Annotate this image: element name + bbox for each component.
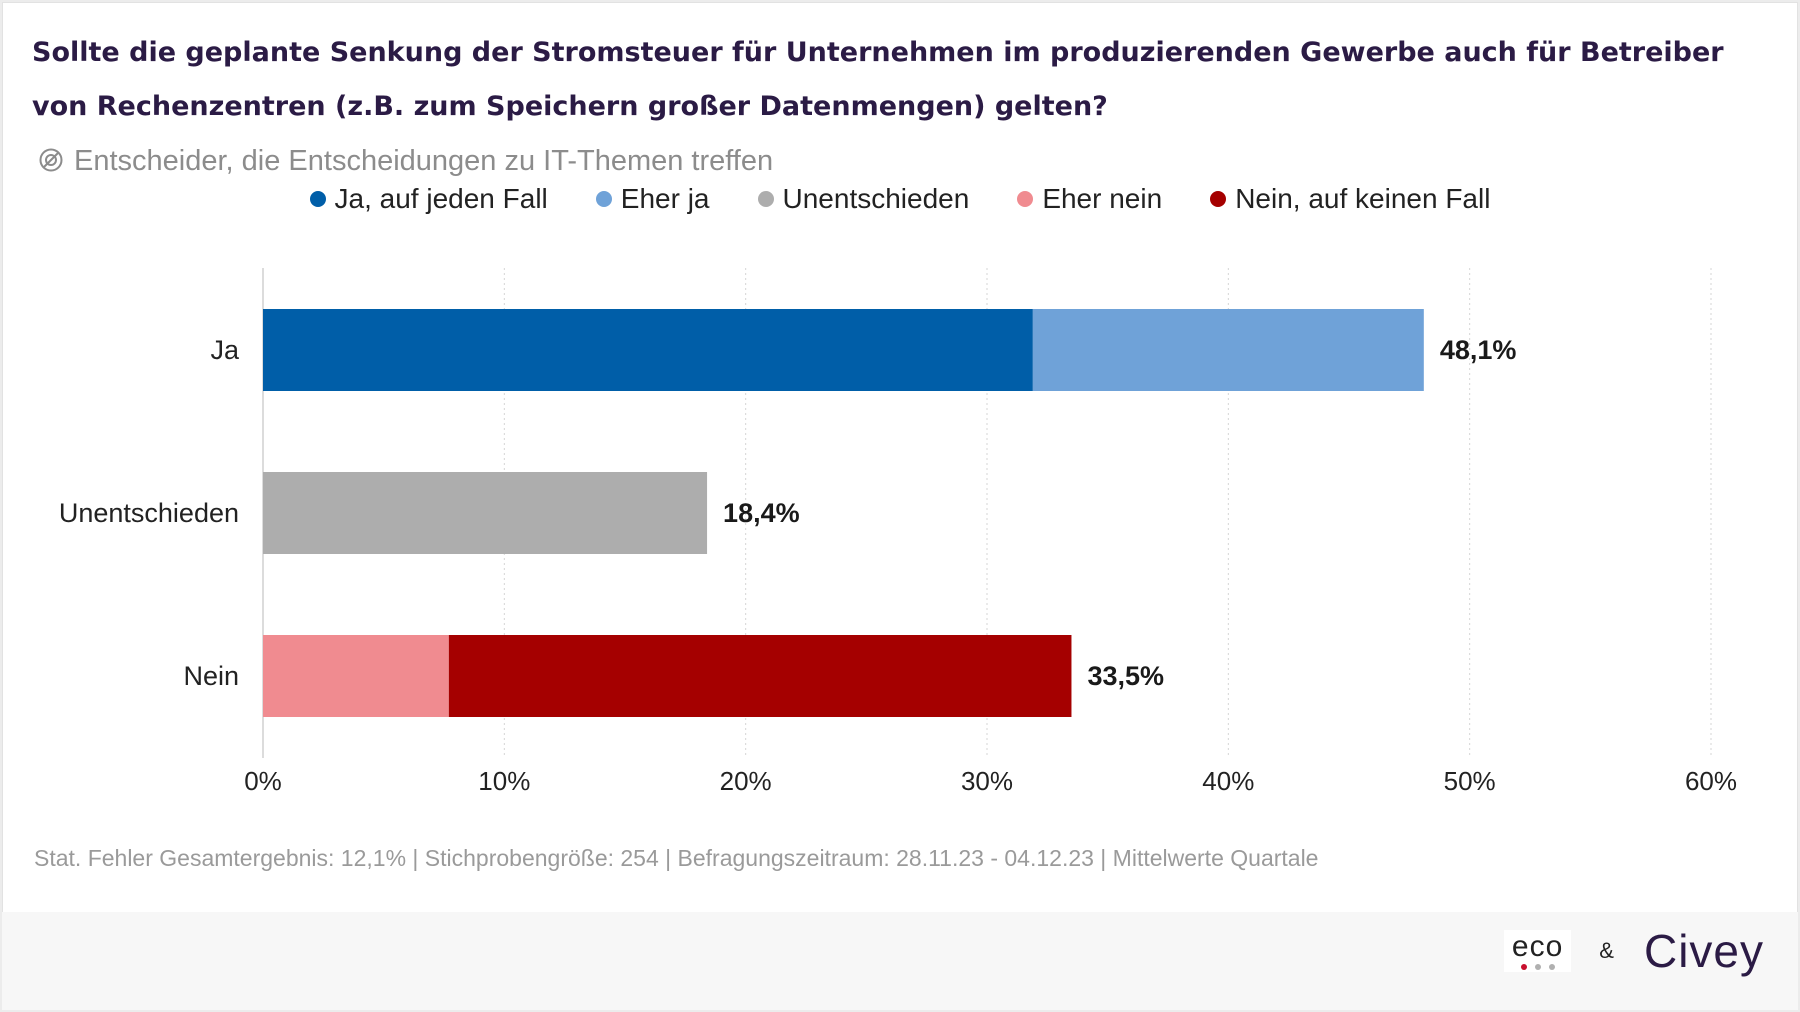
legend-marker bbox=[1017, 191, 1034, 207]
legend-marker bbox=[595, 191, 612, 207]
legend-label: Eher nein bbox=[1042, 183, 1163, 214]
x-tick-label: 0% bbox=[244, 766, 282, 796]
target-group-icon bbox=[39, 148, 63, 172]
eco-logo-text: eco bbox=[1511, 930, 1564, 963]
legend-item-eher-ja: Eher ja bbox=[595, 183, 710, 215]
eco-logo-dots bbox=[1520, 964, 1555, 970]
legend-label: Unentschieden bbox=[782, 183, 970, 214]
x-tick-label: 40% bbox=[1202, 766, 1254, 796]
bar-segment bbox=[448, 635, 1072, 717]
legend-marker bbox=[309, 191, 326, 207]
category-label: Unentschieden bbox=[59, 498, 239, 528]
x-tick-label: 10% bbox=[478, 766, 530, 796]
data-label: 18,4% bbox=[723, 498, 800, 528]
target-group: Entscheider, die Entscheidungen zu IT-Th… bbox=[38, 145, 773, 177]
legend-label: Nein, auf keinen Fall bbox=[1235, 183, 1491, 214]
bar-segment bbox=[263, 309, 1033, 391]
chart-legend: Ja, auf jeden Fall Eher ja Unentschieden… bbox=[0, 183, 1800, 215]
legend-label: Eher ja bbox=[620, 183, 710, 214]
category-label: Nein bbox=[183, 661, 239, 691]
footer-bar bbox=[2, 912, 1798, 1010]
legend-item-unentschieden: Unentschieden bbox=[757, 183, 970, 215]
legend-item-nein-auf-keinen-fall: Nein, auf keinen Fall bbox=[1210, 183, 1490, 215]
legend-marker bbox=[757, 191, 774, 207]
bar-chart: 0% 10% 20% 30% 40% 50% 60% Ja Unentschieden Nein 4… bbox=[59, 268, 1737, 796]
x-tick-label: 50% bbox=[1444, 766, 1496, 796]
eco-logo: eco bbox=[1503, 930, 1572, 972]
chart-title: Sollte die geplante Senkung der Stromste… bbox=[32, 26, 1732, 189]
legend-item-eher-nein: Eher nein bbox=[1017, 183, 1162, 215]
bar-segment bbox=[1032, 309, 1424, 391]
legend-label: Ja, auf jeden Fall bbox=[334, 183, 548, 214]
data-label: 33,5% bbox=[1087, 661, 1164, 691]
bar-segment bbox=[263, 472, 708, 554]
legend-marker bbox=[1210, 191, 1227, 207]
x-tick-label: 30% bbox=[961, 766, 1013, 796]
target-group-label: Entscheider, die Entscheidungen zu IT-Th… bbox=[74, 145, 774, 177]
x-tick-label: 60% bbox=[1685, 766, 1737, 796]
methodology-note: Stat. Fehler Gesamtergebnis: 12,1% | Sti… bbox=[34, 845, 1319, 871]
civey-logo: Civey bbox=[1643, 925, 1764, 977]
logo-ampersand: & bbox=[1599, 938, 1614, 963]
x-tick-label: 20% bbox=[720, 766, 772, 796]
bar-segment bbox=[263, 635, 449, 717]
brand-logos: eco & Civey bbox=[1503, 924, 1764, 978]
survey-question: Sollte die geplante Senkung der Stromste… bbox=[32, 37, 1724, 122]
category-label: Ja bbox=[210, 335, 240, 365]
data-label: 48,1% bbox=[1440, 335, 1517, 365]
legend-item-ja-auf-jeden-fall: Ja, auf jeden Fall bbox=[309, 183, 548, 215]
